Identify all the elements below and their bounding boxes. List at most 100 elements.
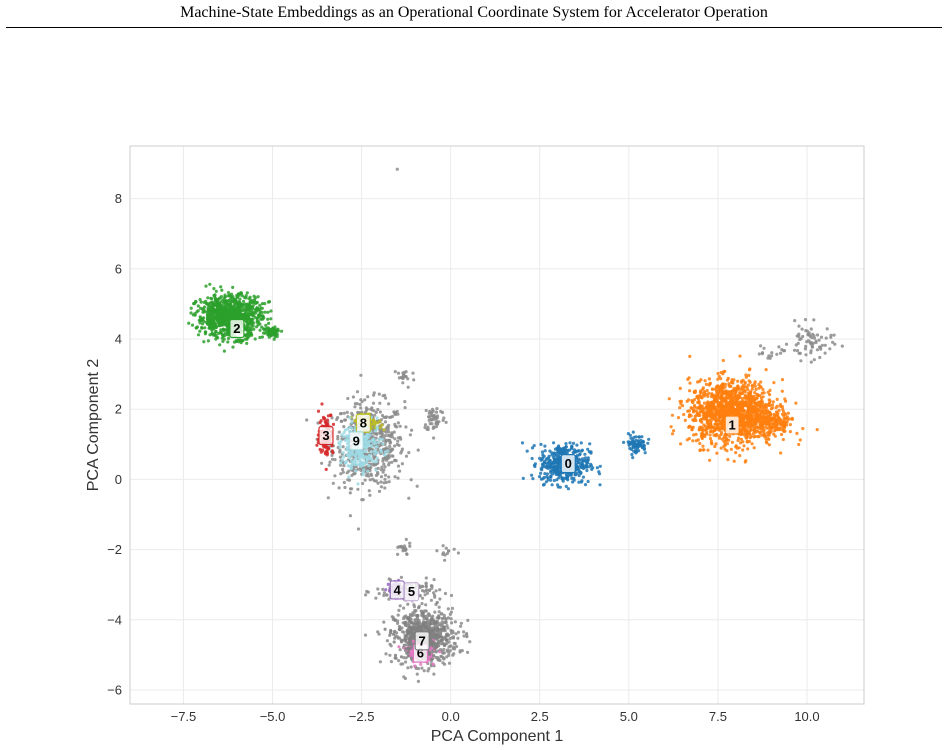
cluster-1-point: [783, 412, 788, 416]
noise-point: [424, 581, 428, 585]
noise-point: [801, 334, 805, 339]
cluster-1-point: [730, 389, 735, 393]
cluster-0-point: [631, 430, 635, 434]
noise-point: [793, 319, 797, 323]
cluster-2-point: [240, 339, 244, 343]
cluster-1-point: [706, 448, 710, 452]
noise-point: [383, 393, 387, 397]
cluster-1-point: [754, 422, 758, 426]
cluster-1-point: [749, 420, 753, 425]
noise-point: [812, 336, 817, 340]
cluster-2-point: [267, 331, 271, 335]
cluster-0-point: [586, 479, 590, 484]
noise-point: [809, 360, 813, 364]
noise-point: [384, 415, 388, 420]
cluster-2-point: [267, 321, 271, 325]
cluster-1-point: [749, 412, 753, 416]
cluster-1-point: [731, 400, 736, 404]
cluster-1-point: [721, 400, 725, 404]
noise-point: [456, 630, 461, 634]
cluster-1-point: [701, 444, 705, 448]
noise-point: [351, 395, 355, 399]
cluster-1-point: [729, 447, 733, 451]
cluster-1-point: [759, 411, 764, 415]
noise-point: [372, 391, 376, 395]
noise-point: [341, 445, 345, 449]
noise-point: [398, 469, 402, 473]
cluster-1-point: [771, 422, 775, 426]
cluster-0-point: [539, 471, 543, 475]
cluster-0-point: [566, 487, 571, 491]
cluster-2-point: [232, 306, 236, 310]
noise-point: [448, 612, 452, 617]
cluster-1-point: [748, 367, 752, 371]
cluster-1-point: [769, 412, 773, 416]
cluster-2-point: [207, 304, 211, 308]
noise-point: [817, 338, 821, 342]
cluster-1-point: [750, 383, 754, 387]
cluster-1-point: [743, 416, 747, 420]
noise-point: [395, 167, 399, 171]
cluster-2-point: [217, 315, 221, 319]
noise-point: [388, 439, 392, 443]
cluster-1-point: [730, 440, 735, 444]
cluster-1-point: [767, 422, 771, 426]
cluster-1-point: [738, 354, 742, 358]
cluster-0-point: [595, 466, 600, 470]
noise-point: [396, 476, 400, 480]
noise-point: [339, 419, 344, 423]
noise-point: [368, 466, 372, 471]
cluster-1-point: [729, 401, 733, 406]
noise-point: [775, 352, 779, 356]
cluster-1-point: [768, 431, 772, 435]
cluster-1-point: [736, 404, 740, 408]
noise-point: [377, 392, 381, 396]
cluster-2-point: [189, 306, 193, 310]
noise-point: [808, 334, 812, 338]
cluster-7-point: [447, 633, 451, 637]
cluster-0-point: [544, 458, 548, 462]
cluster-2-point: [204, 299, 208, 303]
cluster-1-point: [691, 439, 695, 443]
cluster-8-point: [382, 428, 386, 432]
cluster-1-point: [734, 401, 738, 405]
cluster-1-point: [743, 428, 747, 432]
cluster-2-point: [206, 296, 210, 300]
cluster-7-point: [393, 618, 397, 622]
cluster-2-point: [266, 310, 270, 314]
cluster-4-point: [386, 582, 390, 587]
cluster-2-point: [225, 329, 229, 333]
cluster-2-point: [208, 282, 212, 286]
cluster-0-point: [543, 444, 547, 448]
cluster-2-point: [193, 301, 197, 306]
noise-point: [432, 578, 436, 582]
cluster-0-point: [641, 445, 645, 449]
cluster-1-point: [768, 393, 772, 397]
noise-point: [400, 462, 404, 466]
noise-point: [373, 413, 377, 417]
noise-point: [406, 602, 410, 606]
cluster-1-point: [769, 407, 774, 411]
cluster-1-point: [691, 410, 696, 414]
cluster-1-point: [767, 398, 771, 402]
cluster-2-point: [258, 328, 262, 332]
cluster-1-point: [765, 441, 769, 445]
cluster-2-point: [257, 308, 261, 312]
cluster-0-point: [556, 464, 561, 468]
cluster-0-point: [579, 471, 583, 475]
cluster-7-point: [435, 628, 439, 633]
cluster-1-point: [742, 433, 747, 437]
cluster-1-point: [801, 426, 805, 431]
cluster-7-point: [428, 622, 433, 626]
cluster-1-point: [693, 390, 697, 394]
noise-point: [370, 408, 374, 412]
cluster-1-point: [773, 419, 777, 423]
cluster-2-point: [218, 318, 222, 322]
cluster-1-point: [762, 428, 766, 432]
noise-point: [333, 474, 337, 478]
cluster-1-point: [760, 400, 765, 404]
cluster-2-point: [246, 314, 250, 318]
noise-point: [433, 610, 437, 614]
cluster-2-point: [234, 339, 238, 343]
